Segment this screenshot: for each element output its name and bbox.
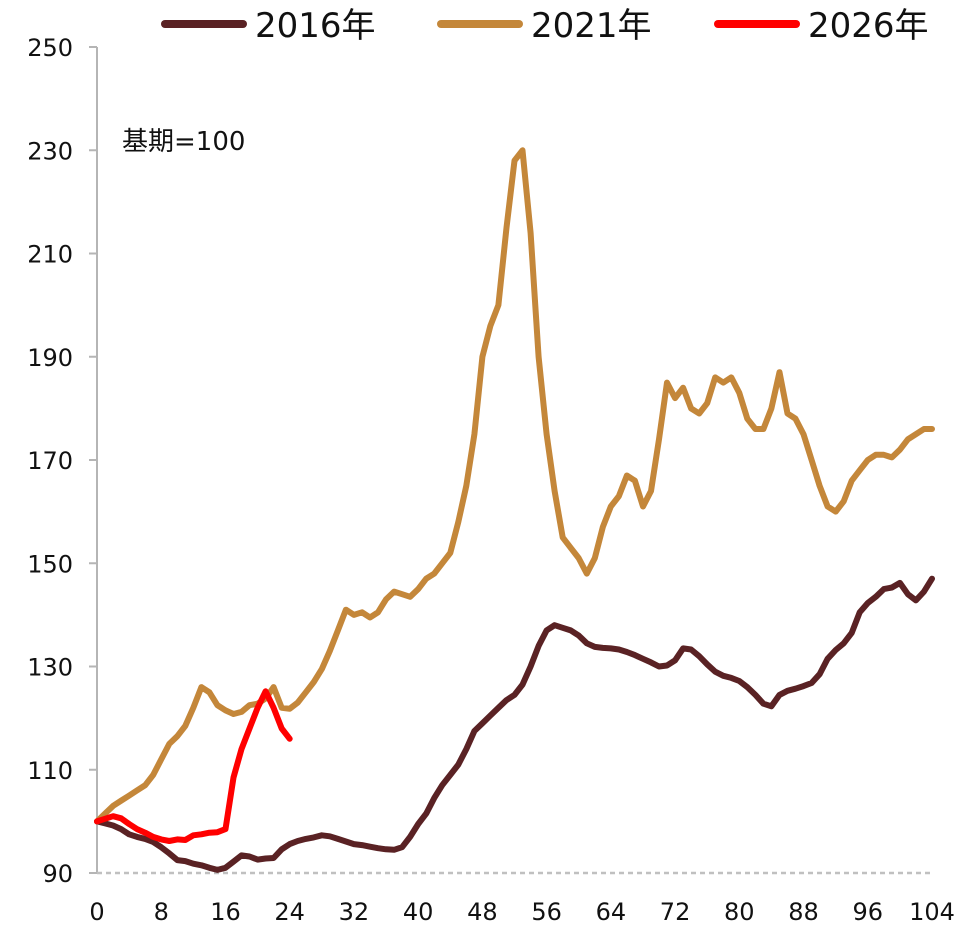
- y-tick-label: 150: [27, 550, 73, 578]
- y-tick-label: 170: [27, 447, 73, 475]
- legend-label: 2016年: [255, 6, 376, 46]
- x-axis: 0 8 16 24 32 40 48 56 64 72 80 88 96 104: [89, 871, 955, 926]
- x-tick-label: 16: [210, 898, 241, 926]
- y-tick-label: 230: [27, 137, 73, 165]
- y-tick-label: 190: [27, 344, 73, 372]
- legend: 2016年 2021年 2026年: [161, 6, 929, 46]
- series-line-2021年: [94, 147, 935, 825]
- x-tick-label: 0: [89, 898, 104, 926]
- legend-label: 2021年: [531, 6, 652, 46]
- x-tick-label: 48: [467, 898, 498, 926]
- y-axis: 90 110 130 150 170 190 210 230 250: [27, 34, 98, 888]
- y-tick-label: 210: [27, 241, 73, 269]
- x-tick-label: 56: [531, 898, 562, 926]
- series-line-2016年: [94, 575, 935, 873]
- y-tick-label: 90: [42, 860, 73, 888]
- y-tick-label: 110: [27, 757, 73, 785]
- base-period-annotation: 基期=100: [122, 127, 245, 157]
- legend-label: 2026年: [808, 6, 929, 46]
- x-tick-label: 96: [852, 898, 883, 926]
- x-tick-label: 24: [274, 898, 305, 926]
- x-tick-label: 40: [403, 898, 434, 926]
- y-tick-label: 250: [27, 34, 73, 62]
- x-tick-label: 72: [660, 898, 691, 926]
- y-tick-label: 130: [27, 654, 73, 682]
- series-layer: [94, 147, 935, 873]
- x-tick-label: 8: [154, 898, 169, 926]
- x-tick-label: 80: [724, 898, 755, 926]
- x-tick-label: 88: [788, 898, 819, 926]
- x-tick-label: 104: [909, 898, 955, 926]
- x-tick-label: 64: [596, 898, 627, 926]
- x-tick-label: 32: [339, 898, 370, 926]
- series-line-2026年: [94, 688, 293, 844]
